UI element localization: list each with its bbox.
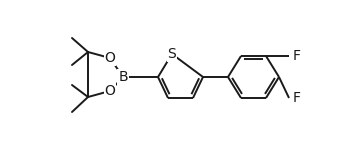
Text: B: B — [118, 70, 128, 84]
Text: S: S — [168, 47, 176, 61]
Text: O: O — [105, 51, 115, 65]
Text: O: O — [105, 84, 115, 98]
Text: F: F — [293, 49, 301, 63]
Text: F: F — [293, 91, 301, 105]
